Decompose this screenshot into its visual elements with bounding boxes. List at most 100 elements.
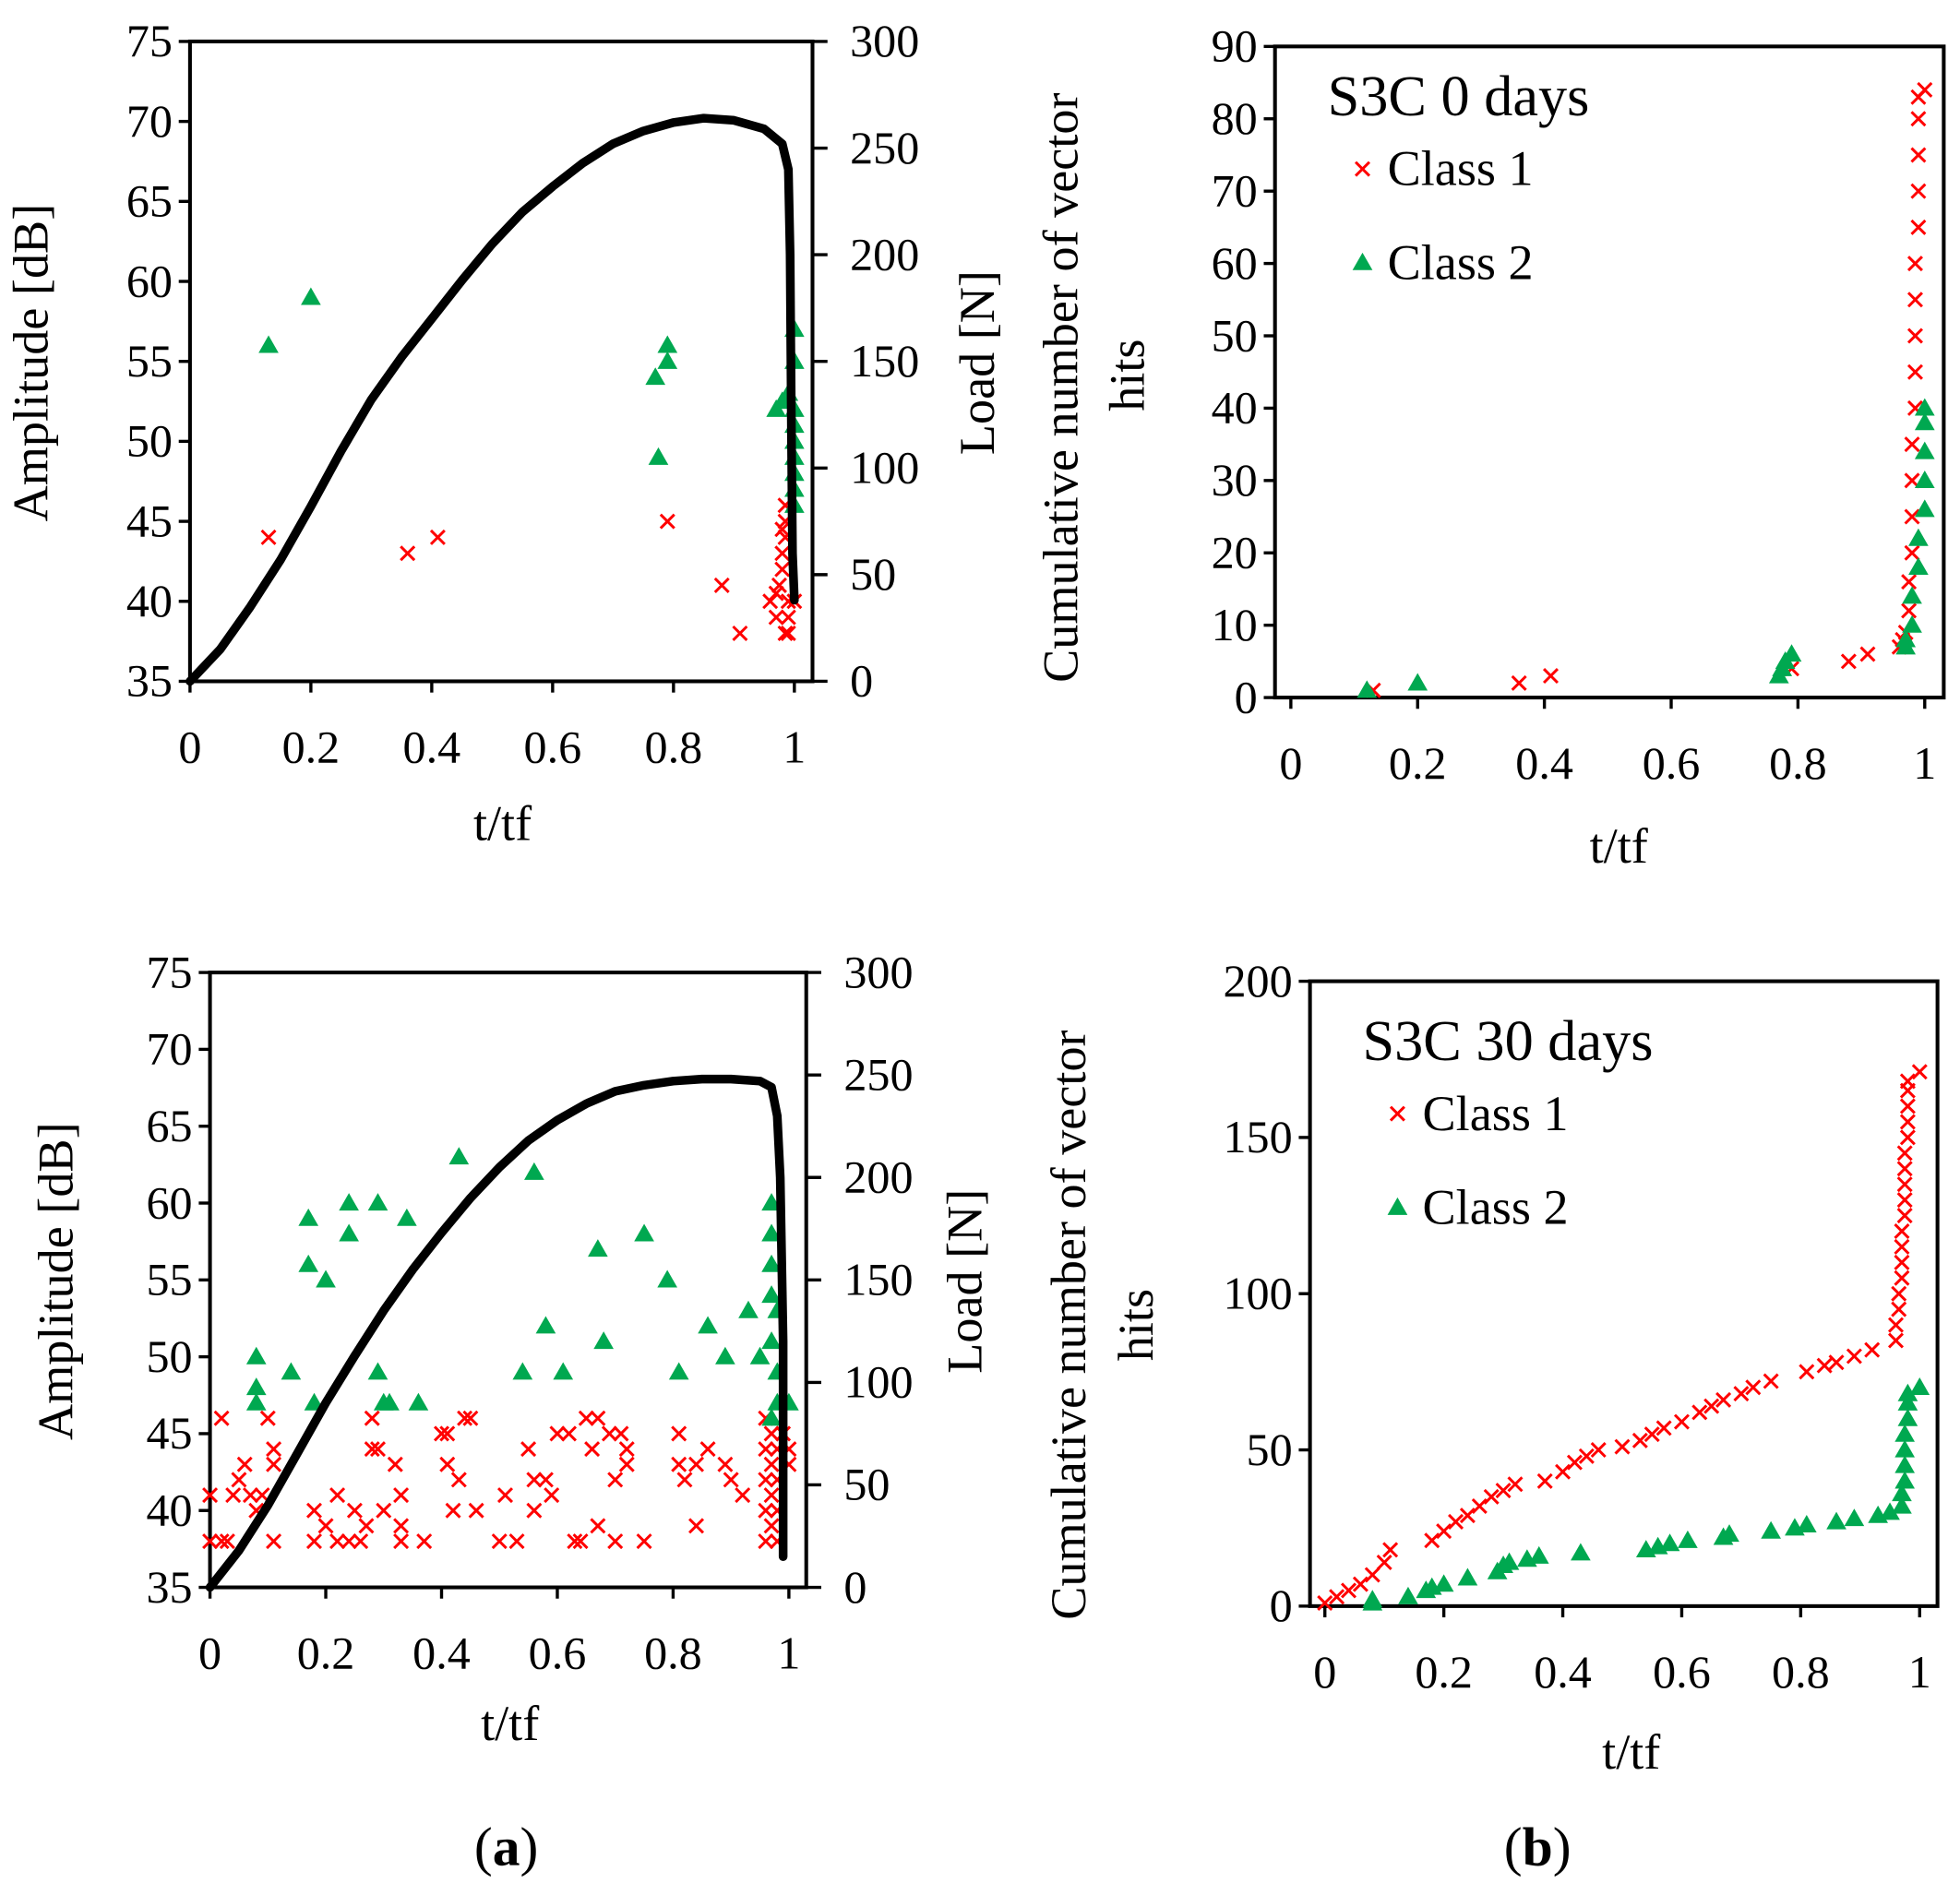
class1-point bbox=[1448, 1513, 1464, 1530]
class2-point bbox=[749, 1346, 771, 1365]
class2-point bbox=[1914, 470, 1935, 488]
class2-point bbox=[738, 1300, 759, 1318]
x-tick-label: 0 bbox=[1279, 737, 1302, 789]
class2-point bbox=[593, 1331, 614, 1350]
class1-point bbox=[266, 1441, 282, 1458]
y-tick-label: 50 bbox=[126, 415, 173, 467]
x-tick-label: 0.8 bbox=[645, 721, 703, 773]
class1-point bbox=[1899, 1098, 1916, 1114]
class2-point bbox=[588, 1239, 608, 1257]
y-tick-label: 30 bbox=[1212, 454, 1258, 506]
y2-tick-label: 150 bbox=[850, 335, 919, 387]
legend-label: Class 2 bbox=[1388, 234, 1534, 290]
class1-point bbox=[1763, 1373, 1779, 1389]
class1-point bbox=[1864, 1341, 1881, 1358]
class2-point bbox=[1356, 680, 1378, 698]
class1-point bbox=[1459, 1508, 1476, 1524]
panel-label-b: (b) bbox=[1504, 1816, 1572, 1877]
x-tick-label: 0.6 bbox=[1643, 737, 1701, 789]
class2-point bbox=[1659, 1533, 1680, 1552]
class1-point bbox=[1859, 646, 1876, 662]
class1-point bbox=[607, 1533, 624, 1550]
class1-point bbox=[508, 1533, 525, 1550]
class1-point bbox=[1643, 1426, 1660, 1443]
y-tick-label: 90 bbox=[1212, 20, 1258, 72]
class1-point bbox=[1566, 1454, 1583, 1471]
class2-point bbox=[761, 1223, 782, 1242]
class1-point bbox=[1483, 1488, 1500, 1505]
class1-point bbox=[578, 1410, 594, 1426]
class2-point bbox=[245, 1392, 267, 1411]
class1-point bbox=[1904, 544, 1920, 561]
class2-point bbox=[316, 1269, 336, 1288]
class1-point bbox=[774, 521, 791, 538]
legend-marker-1 bbox=[1389, 1105, 1405, 1122]
class1-point bbox=[1507, 1476, 1524, 1493]
series-class-2 bbox=[1362, 1377, 1930, 1611]
x-tick-label: 0.4 bbox=[1534, 1646, 1592, 1698]
class1-point bbox=[202, 1533, 219, 1550]
y-tick-label: 35 bbox=[146, 1561, 192, 1613]
class1-point bbox=[763, 1456, 780, 1472]
y-tick-label: 70 bbox=[146, 1023, 192, 1075]
y-tick-label: 150 bbox=[1223, 1111, 1292, 1162]
class1-point bbox=[1910, 183, 1927, 199]
class1-point bbox=[491, 1533, 508, 1550]
y2-tick-label: 250 bbox=[843, 1048, 913, 1100]
x-tick-label: 0.4 bbox=[403, 721, 461, 773]
class1-point bbox=[1891, 1285, 1907, 1302]
y2-tick-label: 200 bbox=[850, 228, 919, 280]
class2-point bbox=[245, 1377, 267, 1396]
class1-point bbox=[699, 1441, 716, 1458]
class1-point bbox=[1590, 1442, 1607, 1459]
class2-point bbox=[698, 1316, 718, 1334]
class2-point bbox=[1909, 1377, 1930, 1395]
class1-point bbox=[758, 1533, 774, 1550]
class1-point bbox=[266, 1456, 282, 1472]
class2-point bbox=[553, 1362, 574, 1380]
class1-point bbox=[468, 1502, 484, 1519]
class1-point bbox=[400, 545, 416, 562]
class1-point bbox=[572, 1533, 589, 1550]
class2-point bbox=[1781, 644, 1802, 662]
series-class-2 bbox=[258, 287, 805, 513]
x-tick-label: 0.2 bbox=[297, 1627, 355, 1679]
series-class-1 bbox=[1317, 1064, 1928, 1611]
class1-point bbox=[774, 561, 791, 578]
y-tick-label: 60 bbox=[146, 1176, 192, 1228]
class1-point bbox=[387, 1456, 403, 1472]
y2-tick-label: 300 bbox=[850, 15, 919, 66]
class1-point bbox=[358, 1518, 375, 1534]
plot-frame bbox=[1308, 979, 1940, 1608]
class1-point bbox=[213, 1533, 230, 1550]
series-class-1 bbox=[202, 1410, 797, 1550]
class1-point bbox=[242, 1487, 258, 1504]
class1-point bbox=[305, 1533, 322, 1550]
class1-point bbox=[758, 1441, 774, 1458]
class1-point bbox=[1436, 1523, 1452, 1540]
class2-point bbox=[657, 351, 678, 369]
y-tick-label: 45 bbox=[126, 495, 173, 546]
class1-point bbox=[225, 1487, 242, 1504]
class1-point bbox=[618, 1456, 635, 1472]
y2-tick-label: 250 bbox=[850, 122, 919, 173]
class1-point bbox=[762, 593, 779, 610]
class1-point bbox=[590, 1518, 606, 1534]
series-class-2 bbox=[245, 1147, 799, 1426]
class2-point bbox=[281, 1362, 302, 1380]
class2-point bbox=[1499, 1552, 1520, 1570]
class1-point bbox=[671, 1425, 687, 1442]
class1-point bbox=[439, 1456, 456, 1472]
class2-point bbox=[657, 335, 678, 353]
y2-tick-label: 200 bbox=[843, 1151, 913, 1203]
class1-point bbox=[567, 1533, 583, 1550]
class1-point bbox=[1906, 364, 1923, 380]
class2-point bbox=[634, 1223, 654, 1242]
class1-point bbox=[1917, 81, 1933, 98]
class1-point bbox=[723, 1472, 739, 1488]
class1-point bbox=[1896, 1192, 1913, 1209]
class1-point bbox=[526, 1472, 543, 1488]
class2-point bbox=[1796, 1514, 1817, 1532]
class2-point bbox=[245, 1346, 267, 1365]
class2-point bbox=[761, 1254, 782, 1272]
